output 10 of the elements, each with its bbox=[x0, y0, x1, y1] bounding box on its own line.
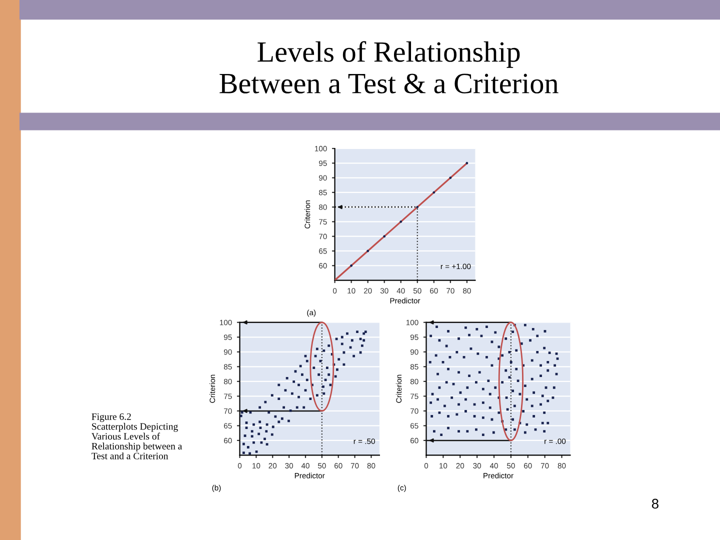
point bbox=[383, 235, 386, 238]
point bbox=[400, 220, 402, 223]
point bbox=[366, 250, 370, 252]
point bbox=[432, 191, 436, 194]
point bbox=[466, 162, 468, 164]
point bbox=[350, 264, 353, 267]
caption: Figure 6.2 Scatterplots Depicting Various Levels of Relationship between a Test and a Criterion bbox=[92, 413, 182, 460]
point bbox=[416, 206, 419, 208]
chart-title: Levels of Relationship Between a Test & a Criterion bbox=[220, 41, 558, 94]
text: 8 bbox=[652, 498, 658, 509]
